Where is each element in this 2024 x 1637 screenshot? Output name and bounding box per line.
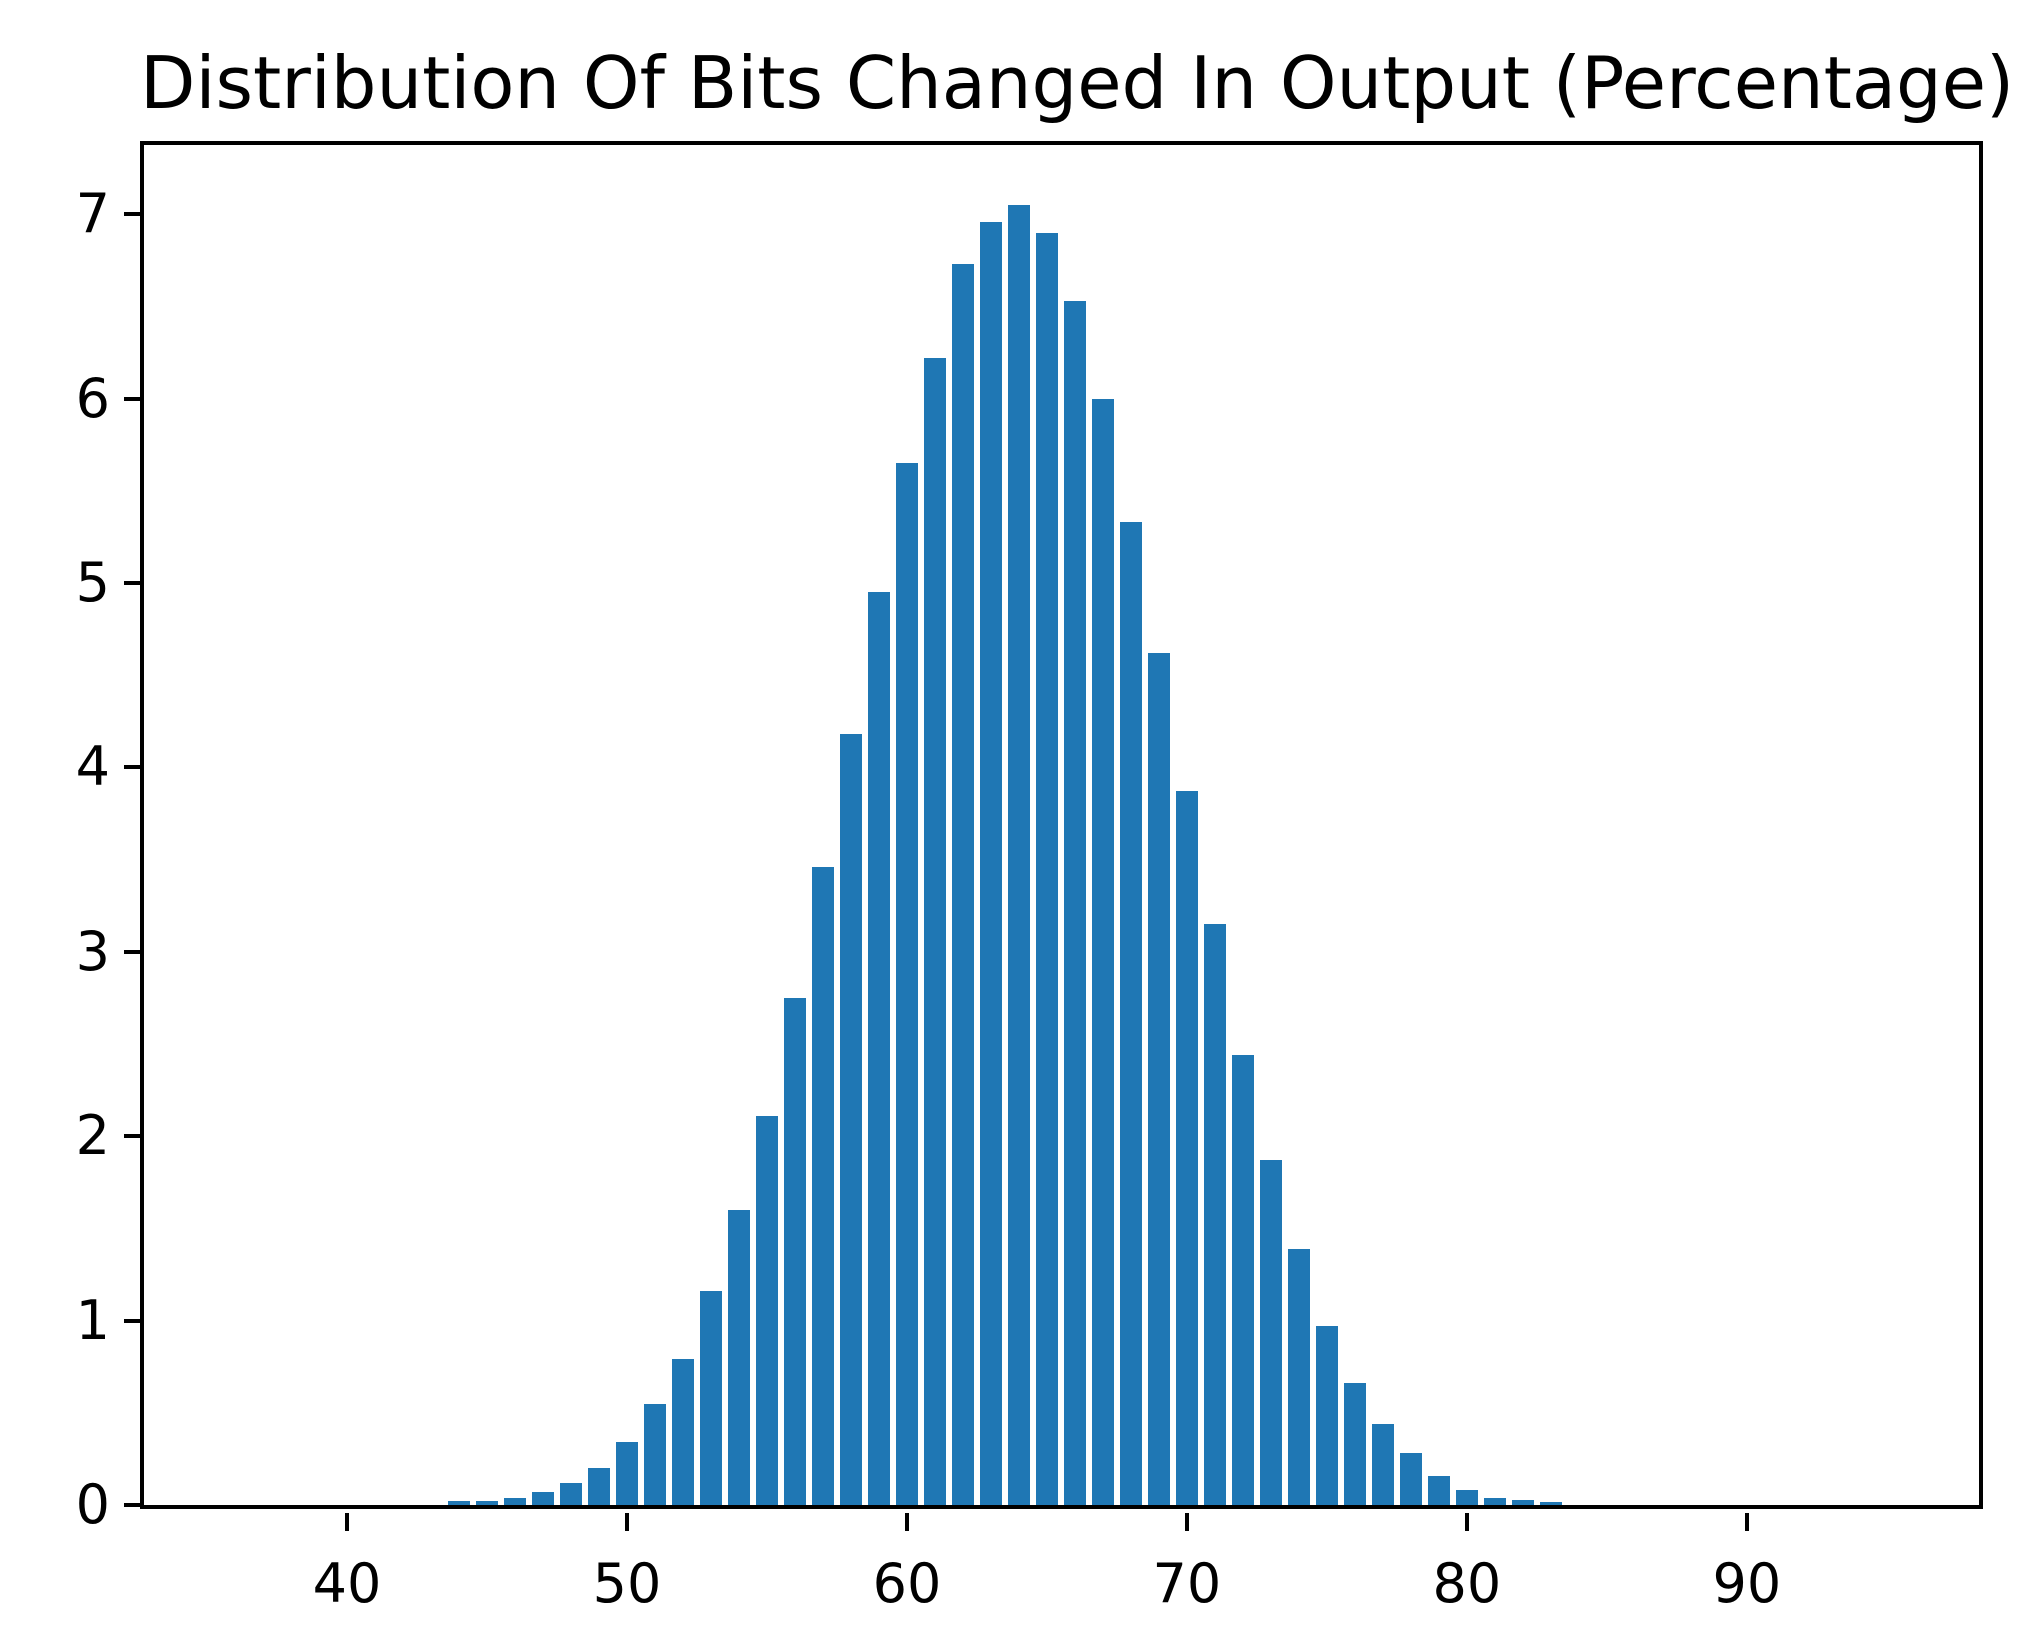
x-tick-label: 80 xyxy=(1432,1552,1502,1615)
histogram-bar xyxy=(1315,1326,1339,1505)
histogram-bar xyxy=(1287,1248,1311,1505)
y-tick-label: 0 xyxy=(75,1473,110,1536)
x-tick-label: 90 xyxy=(1712,1552,1782,1615)
histogram-bar xyxy=(783,997,807,1505)
x-tick-mark xyxy=(905,1513,909,1531)
histogram-bar xyxy=(1259,1160,1283,1505)
histogram-bar xyxy=(839,734,863,1505)
histogram-bar xyxy=(1119,522,1143,1505)
chart-title: Distribution Of Bits Changed In Output (… xyxy=(140,41,2015,125)
x-tick-mark xyxy=(1184,1513,1189,1531)
histogram-bar xyxy=(727,1209,751,1505)
histogram-bar xyxy=(447,1501,471,1505)
histogram-bar xyxy=(671,1359,695,1505)
y-tick-label: 2 xyxy=(75,1104,110,1168)
histogram-bar xyxy=(1147,653,1171,1505)
y-tick-label: 5 xyxy=(75,551,110,614)
histogram-bar xyxy=(1511,1500,1535,1505)
histogram-bar xyxy=(1035,232,1059,1505)
histogram-bar xyxy=(615,1442,639,1505)
y-tick-mark xyxy=(124,396,140,401)
histogram-bar xyxy=(1399,1453,1423,1505)
x-tick-label: 50 xyxy=(592,1552,662,1615)
y-tick-mark xyxy=(124,581,140,585)
histogram-bar xyxy=(755,1115,779,1505)
x-tick-mark xyxy=(1744,1513,1749,1531)
histogram-bar xyxy=(699,1291,723,1505)
histogram-bar xyxy=(1483,1497,1507,1505)
y-tick-mark xyxy=(124,1134,140,1139)
histogram-bar xyxy=(811,867,835,1505)
histogram-bar xyxy=(1007,204,1031,1505)
y-tick-label: 4 xyxy=(75,735,110,799)
histogram-bar xyxy=(951,263,975,1505)
histogram-bar xyxy=(587,1468,611,1505)
histogram-bar xyxy=(895,463,919,1505)
histogram-bar xyxy=(867,592,891,1505)
histogram-bar xyxy=(1231,1055,1255,1505)
histogram-bar xyxy=(1427,1475,1451,1505)
histogram-bar xyxy=(1539,1502,1563,1505)
x-tick-label: 70 xyxy=(1152,1552,1222,1615)
histogram-bar xyxy=(503,1497,527,1505)
x-tick-label: 60 xyxy=(872,1552,942,1615)
histogram-bar xyxy=(1455,1490,1479,1505)
y-tick-mark xyxy=(124,1503,140,1507)
histogram-bar xyxy=(643,1403,667,1505)
histogram-bar xyxy=(1175,791,1199,1505)
histogram-bar xyxy=(923,358,947,1505)
histogram-bar xyxy=(1371,1423,1395,1505)
histogram-bar xyxy=(1343,1383,1367,1505)
x-tick-mark xyxy=(345,1513,349,1531)
y-tick-label: 3 xyxy=(75,919,110,983)
histogram-bar xyxy=(531,1492,555,1505)
histogram-bar xyxy=(1203,924,1227,1505)
x-tick-mark xyxy=(625,1513,629,1531)
plot-area: 0 1 2 3 4 5 6 7 40 50 60 70 80 90 xyxy=(76,141,1983,1611)
histogram-bar xyxy=(1063,300,1087,1505)
histogram-bar xyxy=(979,221,1003,1505)
y-tick-label: 7 xyxy=(75,182,110,246)
y-tick-mark xyxy=(124,212,140,217)
x-tick-label: 40 xyxy=(312,1552,382,1615)
y-tick-label: 1 xyxy=(75,1288,110,1352)
histogram-bar xyxy=(475,1501,499,1505)
y-tick-mark xyxy=(124,765,140,770)
y-tick-mark xyxy=(124,949,140,954)
y-tick-label: 6 xyxy=(75,366,110,430)
histogram-bar xyxy=(1091,398,1115,1505)
histogram-bar xyxy=(559,1482,583,1505)
x-tick-mark xyxy=(1464,1513,1469,1531)
y-tick-mark xyxy=(124,1318,140,1323)
